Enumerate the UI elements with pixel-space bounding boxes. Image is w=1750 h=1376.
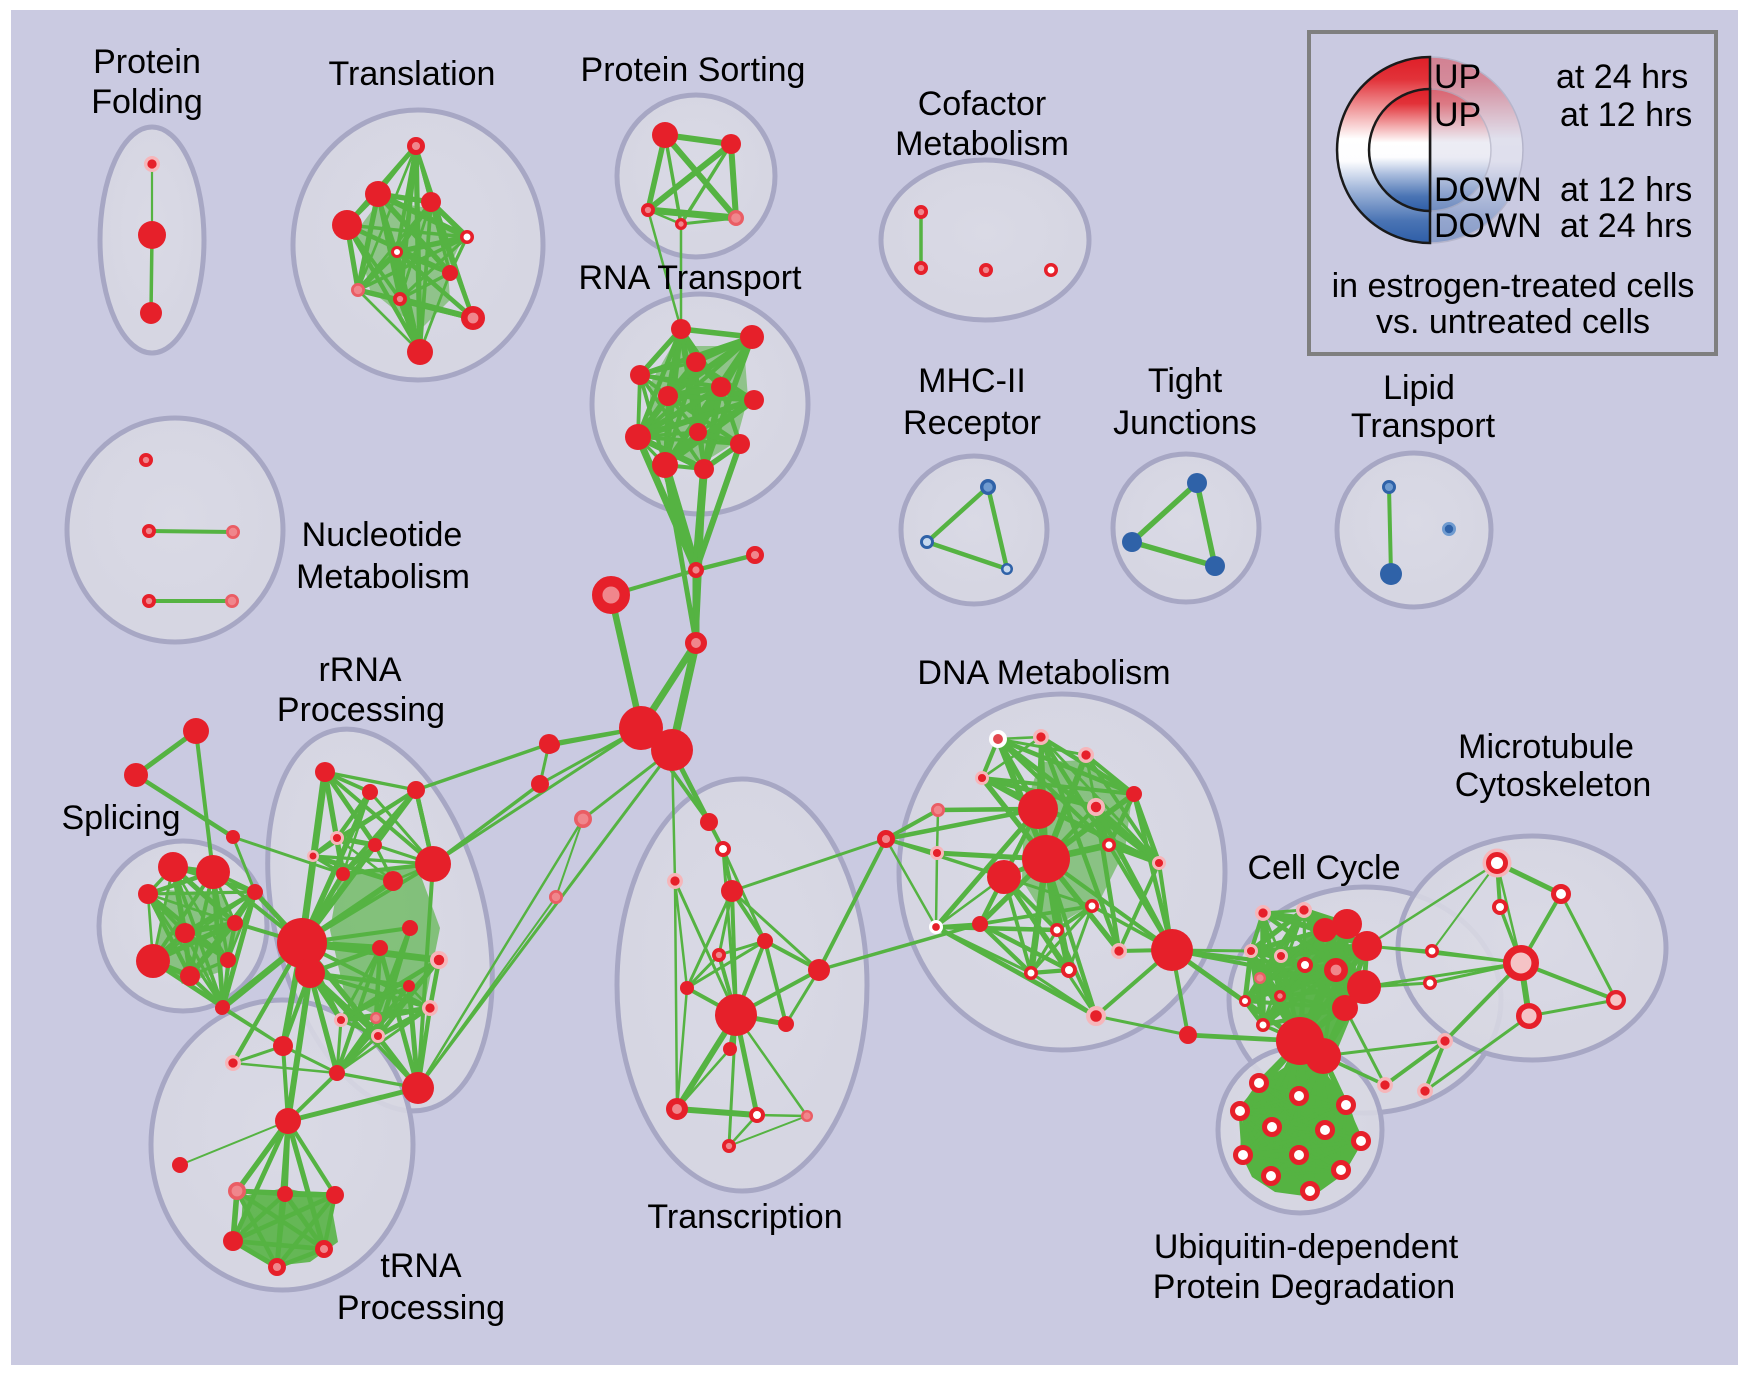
svg-text:Cofactor: Cofactor: [918, 85, 1047, 123]
svg-text:Folding: Folding: [91, 83, 203, 121]
svg-text:Transport: Transport: [1351, 407, 1496, 445]
svg-text:Ubiquitin-dependent: Ubiquitin-dependent: [1154, 1228, 1459, 1266]
svg-text:UP: UP: [1434, 58, 1481, 96]
svg-text:tRNA: tRNA: [380, 1247, 462, 1285]
svg-text:Translation: Translation: [329, 55, 496, 93]
svg-text:Protein Degradation: Protein Degradation: [1153, 1268, 1455, 1306]
svg-text:Microtubule: Microtubule: [1458, 728, 1634, 766]
svg-text:Cell Cycle: Cell Cycle: [1247, 849, 1400, 887]
svg-text:Metabolism: Metabolism: [296, 558, 470, 596]
svg-text:at 24 hrs: at 24 hrs: [1556, 58, 1688, 96]
svg-text:DOWN: DOWN: [1434, 207, 1542, 245]
svg-text:Tight: Tight: [1148, 362, 1223, 400]
svg-text:at 24 hrs: at 24 hrs: [1560, 207, 1692, 245]
svg-text:Processing: Processing: [277, 691, 445, 729]
svg-text:UP: UP: [1434, 96, 1481, 134]
svg-text:Processing: Processing: [337, 1289, 505, 1327]
svg-text:Lipid: Lipid: [1383, 369, 1455, 407]
svg-text:Receptor: Receptor: [903, 404, 1041, 442]
svg-text:Junctions: Junctions: [1113, 404, 1257, 442]
svg-text:Cytoskeleton: Cytoskeleton: [1455, 766, 1652, 804]
svg-text:in estrogen-treated cells: in estrogen-treated cells: [1332, 267, 1695, 305]
svg-text:vs. untreated cells: vs. untreated cells: [1376, 303, 1650, 341]
svg-text:DNA Metabolism: DNA Metabolism: [917, 654, 1170, 692]
svg-text:DOWN: DOWN: [1434, 171, 1542, 209]
svg-text:Splicing: Splicing: [61, 799, 180, 837]
svg-text:Protein: Protein: [93, 43, 201, 81]
svg-text:rRNA: rRNA: [318, 651, 401, 689]
svg-text:Transcription: Transcription: [647, 1198, 842, 1236]
svg-text:at 12 hrs: at 12 hrs: [1560, 171, 1692, 209]
svg-text:Nucleotide: Nucleotide: [302, 516, 463, 554]
svg-text:at 12 hrs: at 12 hrs: [1560, 96, 1692, 134]
svg-text:Protein Sorting: Protein Sorting: [581, 51, 806, 89]
svg-text:RNA Transport: RNA Transport: [579, 259, 803, 297]
svg-text:MHC-II: MHC-II: [918, 362, 1026, 400]
svg-text:Metabolism: Metabolism: [895, 125, 1069, 163]
